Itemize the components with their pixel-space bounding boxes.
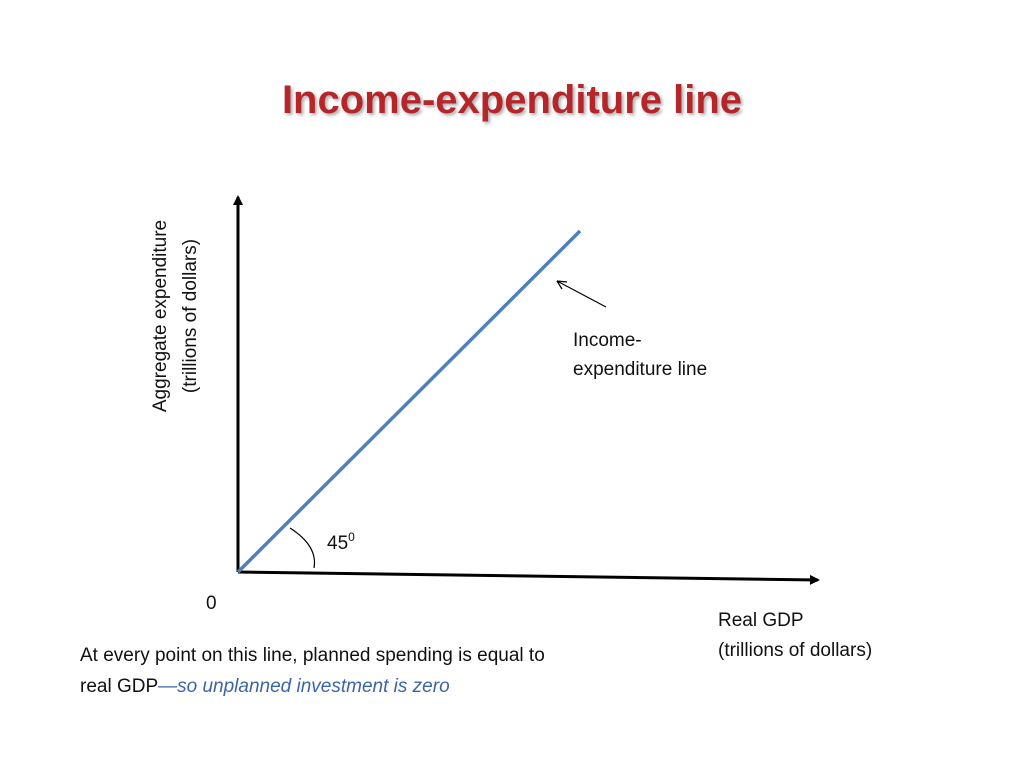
angle-value: 45: [327, 533, 348, 554]
x-axis: [237, 570, 820, 585]
x-axis-label: Real GDP: [718, 610, 804, 631]
caption-text: At every point on this line, planned spe…: [80, 645, 545, 697]
angle-arc: [289, 527, 316, 569]
origin-label: 0: [206, 593, 217, 614]
line-label: Income-: [573, 330, 642, 351]
caption-emphasis: —so unplanned investment is zero: [158, 676, 450, 697]
line-label: expenditure line: [573, 359, 707, 380]
income-expenditure-line: [236, 229, 582, 574]
pointer-arrowhead: [556, 280, 568, 290]
x-axis-label: (trillions of dollars): [718, 640, 872, 661]
y-axis-label: (trillions of dollars): [180, 239, 201, 393]
angle-label: 450: [327, 530, 355, 554]
y-axis-label: Aggregate expenditure: [150, 220, 171, 412]
pointer-arrow: [556, 280, 607, 308]
caption: At every point on this line, planned spe…: [80, 640, 580, 702]
title: Income-expenditure line: [282, 78, 742, 122]
angle-degree: 0: [348, 530, 355, 544]
